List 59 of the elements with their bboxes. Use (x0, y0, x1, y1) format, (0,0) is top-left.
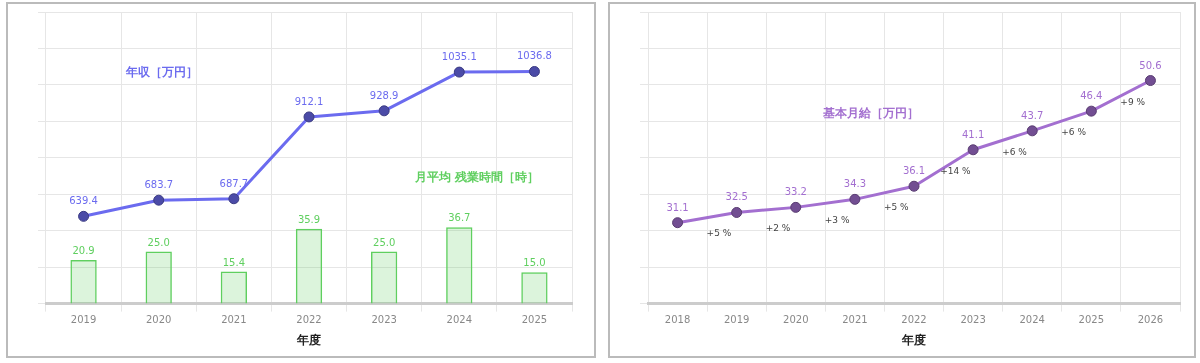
bar (220, 271, 248, 304)
data-label: 912.1 (294, 95, 324, 107)
x-tick-label: 2019 (70, 314, 97, 326)
data-label: 1035.1 (441, 51, 477, 63)
x-tick-label: 2021 (842, 314, 868, 326)
x-tick-label: 2022 (296, 314, 322, 326)
x-tick-label: 2024 (1019, 314, 1045, 326)
data-label: 36.1 (902, 165, 926, 177)
data-label: 25.0 (373, 236, 396, 248)
data-label: 41.1 (961, 128, 985, 140)
bar (370, 251, 398, 304)
annotation: +14 % (940, 165, 972, 176)
annotation: +6 % (1061, 127, 1087, 138)
data-label: 33.2 (784, 186, 807, 198)
data-label: 43.7 (1021, 109, 1044, 121)
bar (521, 272, 548, 304)
x-tick-label: 2020 (145, 314, 172, 326)
data-label: 15.0 (523, 257, 546, 269)
x-tick-label: 2025 (1078, 314, 1105, 326)
data-label: 683.7 (144, 179, 174, 191)
data-label: 50.6 (1139, 59, 1162, 71)
text: 年収［万円］ (124, 65, 198, 80)
x-tick-label: 2023 (960, 314, 986, 326)
data-label: 32.5 (725, 191, 748, 203)
x-tick-label: 2024 (446, 314, 473, 326)
x-tick-label: 2022 (901, 314, 927, 326)
text: 月平均 残業時間［時］ (414, 170, 540, 185)
annotation: +3 % (824, 215, 850, 226)
data-label: 639.4 (69, 195, 98, 207)
data-label: 36.7 (448, 212, 471, 224)
annotation: +2 % (765, 223, 791, 234)
text: 基本月給［万円］ (822, 105, 920, 120)
data-label: 31.1 (666, 201, 689, 213)
data-label: 1036.8 (516, 50, 552, 62)
bar (295, 228, 323, 304)
x-tick-label: 2026 (1137, 314, 1164, 326)
data-label: 25.0 (147, 236, 170, 248)
bar (145, 251, 172, 304)
data-label: 35.9 (297, 213, 321, 225)
annotation: +9 % (1120, 96, 1146, 107)
annotation: +5 % (883, 202, 910, 213)
x-axis-title: 年度 (296, 332, 321, 347)
x-tick-label: 2025 (521, 314, 548, 326)
bar (446, 227, 473, 304)
x-axis-title: 年度 (901, 332, 926, 347)
x-tick-label: 2020 (783, 314, 809, 326)
data-label: 15.4 (222, 256, 245, 268)
data-label: 20.9 (72, 245, 95, 257)
x-tick-label: 2018 (664, 314, 691, 326)
annotation: +6 % (1002, 146, 1028, 157)
data-label: 687.7 (219, 177, 249, 189)
x-tick-label: 2023 (371, 314, 397, 326)
data-label: 928.9 (369, 89, 399, 101)
bar (70, 260, 97, 304)
annotation: +5 % (706, 228, 732, 239)
x-tick-label: 2019 (723, 314, 750, 326)
data-label: 46.4 (1080, 90, 1103, 102)
data-label: 34.3 (843, 178, 867, 190)
x-tick-label: 2021 (221, 314, 247, 326)
